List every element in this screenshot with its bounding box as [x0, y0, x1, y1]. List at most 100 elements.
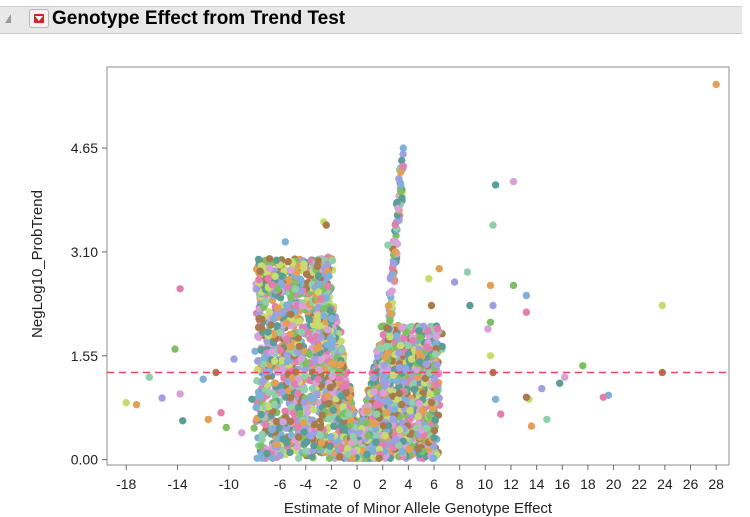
data-point	[132, 401, 141, 409]
data-point	[391, 220, 399, 229]
data-point	[294, 433, 303, 441]
data-point	[344, 450, 352, 458]
data-point	[273, 441, 281, 449]
data-point	[400, 378, 408, 386]
data-point	[430, 375, 439, 383]
data-point	[271, 357, 279, 365]
data-point	[398, 447, 406, 456]
data-point	[256, 267, 264, 275]
data-point	[272, 417, 281, 426]
y-tick-label: 3.10	[71, 244, 98, 260]
data-point	[257, 442, 265, 450]
data-point	[423, 424, 431, 433]
data-point	[377, 323, 386, 331]
data-point	[274, 304, 282, 312]
data-point	[122, 399, 130, 407]
data-point	[389, 371, 397, 379]
data-point	[294, 423, 302, 431]
data-point	[375, 454, 383, 462]
x-tick-label: -2	[325, 476, 338, 492]
data-point	[176, 390, 184, 398]
data-point	[431, 416, 439, 424]
data-point	[390, 405, 398, 413]
data-point	[260, 303, 268, 311]
data-point	[379, 422, 387, 430]
data-point	[283, 438, 291, 447]
x-tick-label: 16	[554, 476, 570, 492]
data-point	[293, 269, 301, 277]
data-point	[466, 301, 474, 310]
x-tick-label: 22	[631, 476, 647, 492]
data-point	[271, 379, 279, 387]
data-point	[372, 401, 381, 409]
data-point	[326, 334, 334, 342]
data-point	[278, 388, 286, 396]
data-point	[422, 343, 431, 351]
data-point	[712, 80, 720, 89]
data-point	[486, 281, 495, 290]
x-tick-label: 6	[430, 476, 438, 492]
data-point	[257, 324, 266, 332]
data-point	[267, 348, 276, 356]
data-point	[384, 302, 393, 310]
data-point	[497, 410, 505, 418]
points-layer	[122, 80, 720, 462]
data-point	[310, 441, 318, 450]
data-point	[414, 373, 422, 381]
x-tick-label: 28	[708, 476, 724, 492]
data-point	[268, 281, 276, 289]
data-point	[415, 358, 424, 366]
data-point	[395, 175, 403, 183]
data-point	[450, 278, 459, 286]
data-point	[330, 422, 338, 430]
data-point	[311, 420, 319, 429]
data-point	[579, 362, 587, 370]
data-point	[399, 150, 407, 158]
data-point	[268, 425, 276, 434]
data-point	[264, 274, 272, 283]
data-point	[230, 355, 238, 363]
data-point	[294, 389, 302, 397]
data-point	[222, 423, 230, 432]
data-point	[258, 435, 266, 444]
data-point	[265, 389, 273, 397]
data-point	[370, 388, 378, 396]
data-point	[404, 341, 412, 350]
data-point	[522, 393, 531, 401]
x-tick-label: -6	[274, 476, 287, 492]
data-point	[179, 417, 187, 425]
data-point	[509, 177, 518, 186]
data-point	[276, 329, 284, 337]
data-point	[396, 341, 405, 350]
x-tick-label: 2	[379, 476, 387, 492]
data-point	[421, 374, 429, 382]
data-point	[433, 361, 441, 369]
data-point	[295, 342, 303, 351]
data-point	[264, 328, 272, 336]
data-point	[384, 241, 392, 249]
data-point	[363, 450, 371, 459]
data-point	[265, 255, 274, 263]
data-point	[262, 297, 270, 306]
data-point	[538, 384, 546, 393]
collapse-triangle-icon[interactable]	[5, 14, 11, 23]
data-point	[308, 385, 317, 393]
data-point	[217, 409, 225, 417]
red-triangle-menu-button[interactable]	[29, 9, 49, 28]
data-point	[433, 388, 441, 396]
data-point	[316, 356, 325, 365]
data-point	[415, 400, 424, 408]
data-point	[395, 426, 404, 434]
data-point	[328, 372, 336, 381]
data-point	[286, 417, 295, 426]
data-point	[265, 264, 274, 272]
data-point	[252, 403, 260, 412]
data-point	[414, 412, 422, 421]
data-point	[329, 406, 337, 414]
data-point	[379, 388, 388, 397]
data-point	[267, 321, 275, 329]
data-point	[324, 326, 332, 334]
data-point	[307, 432, 315, 440]
data-point	[491, 395, 500, 403]
data-point	[407, 355, 416, 363]
